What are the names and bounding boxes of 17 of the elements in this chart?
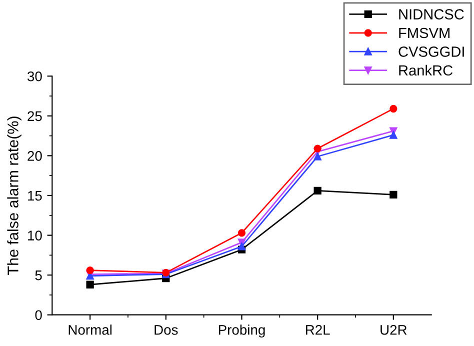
- x-tick-label: Dos: [154, 325, 178, 335]
- x-tick-label: Probing: [218, 324, 265, 338]
- x-tick-label: Normal: [68, 324, 112, 335]
- y-tick-label: 5: [35, 270, 42, 280]
- y-axis-title: The false alarm rate(%): [7, 116, 22, 275]
- legend-label: CVSGGDI: [398, 46, 464, 57]
- legend-label: FMSVM: [399, 28, 450, 38]
- y-tick-label: 20: [28, 151, 42, 161]
- legend-label: RankRC: [399, 64, 453, 76]
- y-tick-label: 0: [35, 310, 42, 320]
- y-tick-label: 15: [28, 190, 42, 201]
- y-tick-label: 25: [28, 111, 42, 122]
- y-tick-label: 30: [28, 71, 42, 82]
- x-tick-label: U2R: [380, 324, 407, 335]
- x-tick-label: R2L: [306, 324, 330, 335]
- legend-label: NIDNCSC: [399, 9, 464, 20]
- y-tick-label: 10: [28, 230, 42, 240]
